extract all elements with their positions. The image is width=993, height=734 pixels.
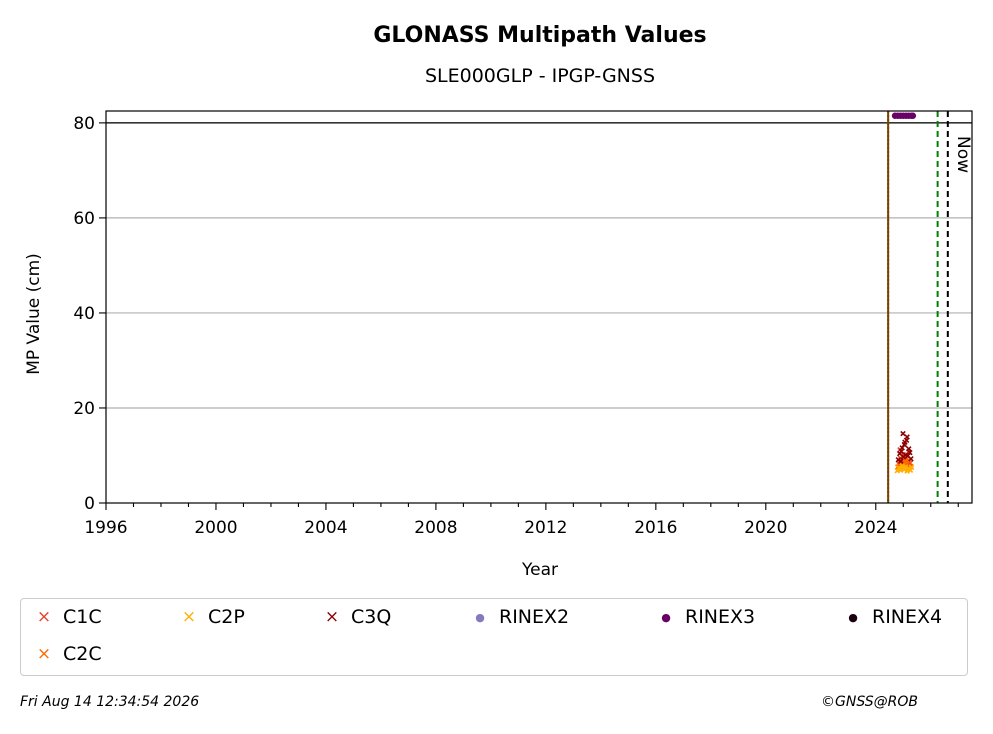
data-point-c3q	[902, 439, 908, 445]
marker-stroke	[906, 446, 912, 452]
legend-item-rinex2: ● RINEX2	[471, 605, 569, 629]
reference-lines	[106, 111, 972, 503]
data-point-c3q	[906, 446, 912, 452]
marker-stroke	[902, 452, 909, 458]
y-axis-label: MP Value (cm)	[24, 253, 44, 375]
data-point-c3q	[907, 449, 913, 456]
cross-marker-icon: ×	[324, 606, 340, 627]
legend-item-c2c: × C2C	[35, 642, 102, 666]
now-label: Now	[953, 136, 973, 173]
data-marks	[891, 112, 917, 474]
x-tick-label: 2020	[744, 518, 787, 538]
legend-item-rinex3: ● RINEX3	[657, 605, 755, 629]
cross-marker-icon: ×	[36, 643, 52, 664]
marker-stroke	[898, 458, 904, 464]
legend-item-c1c: × C1C	[35, 605, 102, 629]
data-point-c3q	[900, 430, 906, 437]
plot-frame	[105, 110, 973, 504]
legend-label: RINEX4	[872, 606, 943, 628]
legend-label: C2P	[208, 606, 245, 628]
x-tick-label: 2008	[414, 518, 457, 538]
legend-item-c2p: × C2P	[180, 605, 245, 629]
data-point-c2p	[902, 464, 909, 470]
chart-subtitle: SLE000GLP - IPGP-GNSS	[425, 65, 655, 87]
axis-ticks: 1996 2000 2004 2008 2012 2016 2020 2024 0 20 40 60 8…	[73, 114, 959, 538]
x-tick-label: 1996	[84, 518, 127, 538]
marker-stroke	[902, 464, 909, 470]
x-tick-label: 2024	[854, 518, 897, 538]
y-tick-label: 20	[73, 399, 95, 419]
x-tick-label: 2016	[634, 518, 677, 538]
marker-stroke	[907, 449, 913, 456]
data-point-c2p	[908, 464, 915, 471]
chart-title: GLONASS Multipath Values	[373, 23, 706, 48]
dot-marker-icon: ●	[475, 610, 485, 624]
marker-stroke	[898, 448, 905, 454]
x-tick-label: 2004	[304, 518, 347, 538]
data-point-c3q	[908, 456, 914, 462]
dot-marker-icon: ●	[848, 610, 858, 624]
legend-item-c3q: × C3Q	[323, 605, 391, 629]
grid-lines	[106, 122, 972, 409]
legend-label: RINEX2	[499, 606, 570, 628]
cross-marker-icon: ×	[181, 606, 197, 627]
marker-stroke	[897, 467, 904, 473]
cross-marker-icon: ×	[36, 606, 52, 627]
legend-label: C1C	[63, 606, 102, 628]
marker-stroke	[904, 434, 910, 440]
copyright-notice: ©GNSS@ROB	[821, 694, 918, 710]
legend-item-rinex4: ● RINEX4	[844, 605, 942, 629]
legend-label: RINEX3	[685, 606, 756, 628]
marker-stroke	[902, 439, 908, 445]
data-point-c3q	[898, 458, 904, 464]
y-tick-label: 40	[73, 304, 95, 324]
dot-marker-icon: ●	[661, 610, 671, 624]
marker-stroke	[908, 464, 915, 471]
legend-label: C3Q	[351, 606, 392, 628]
data-point-c3q	[898, 448, 905, 454]
legend-label: C2C	[63, 643, 102, 665]
x-tick-label: 2012	[524, 518, 567, 538]
y-tick-label: 60	[73, 209, 95, 229]
marker-stroke	[904, 468, 910, 474]
multipath-chart: GLONASS Multipath Values SLE000GLP - IPG…	[24, 23, 973, 580]
x-axis-label: Year	[521, 560, 558, 580]
generation-timestamp: Fri Aug 14 12:34:54 2026	[20, 694, 200, 710]
data-point-rinex3	[909, 112, 917, 119]
data-point-c3q	[904, 434, 910, 440]
legend: × C1C × C2P × C3Q ● RINEX2 ● RINEX3 ● RI…	[20, 598, 968, 676]
y-tick-label: 80	[73, 114, 95, 134]
y-tick-label: 0	[84, 494, 95, 514]
marker-stroke	[900, 430, 906, 437]
x-tick-label: 2000	[194, 518, 237, 538]
marker-stroke	[908, 456, 914, 462]
